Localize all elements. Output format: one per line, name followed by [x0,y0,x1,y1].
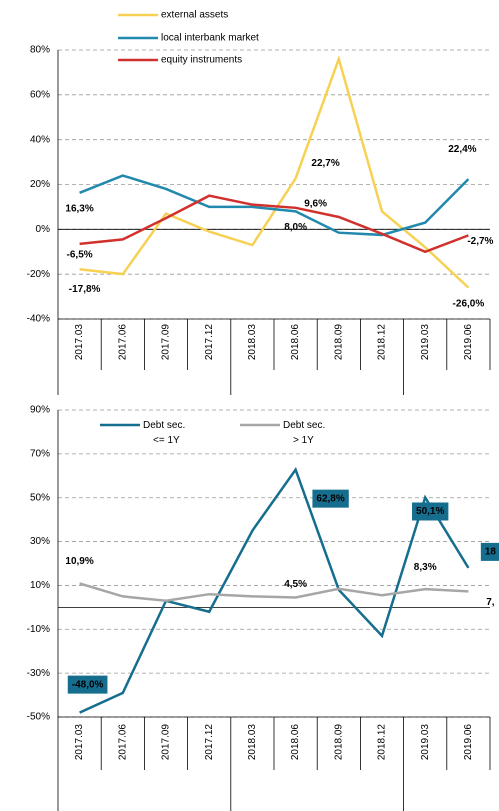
data-label: 8,0% [284,222,307,233]
legend-label: Debt sec. > 1Y [283,420,325,446]
data-label: 7, [486,597,495,608]
x-tick-label: 2019.06 [463,724,474,761]
series-line [79,466,470,714]
data-label: -6,5% [67,250,93,261]
data-label: -2,7% [467,236,493,247]
x-tick-label: 2017.12 [204,724,215,761]
x-tick-label: 2017.06 [117,724,128,761]
data-label: 8,3% [414,562,437,573]
data-label: 22,7% [311,158,339,169]
y-tick-label: 20% [30,179,50,190]
data-label: -17,8% [69,284,101,295]
data-label: 22,4% [448,144,476,155]
series-line [79,582,469,603]
legend-label: external assets [161,10,228,21]
series-line [79,194,469,254]
y-tick-label: -10% [27,624,50,635]
data-label-box [312,489,349,508]
y-tick-label: 90% [30,405,50,416]
y-tick-label: -20% [27,269,50,280]
y-tick-label: 60% [30,89,50,100]
data-label-box [67,675,108,694]
y-tick-label: 0% [36,224,51,235]
y-tick-label: 10% [30,580,50,591]
data-label: 62,8% [316,493,344,504]
data-label: 18 [485,547,497,558]
data-label: 16,3% [65,203,93,214]
x-tick-label: 2019.06 [463,324,474,361]
x-tick-label: 2018.09 [333,324,344,361]
x-tick-label: 2018.06 [290,324,301,361]
legend-label: equity instruments [161,55,242,66]
label-background [67,675,108,694]
y-tick-label: 50% [30,492,50,503]
data-label: -48,0% [72,679,104,690]
data-label: 9,6% [304,198,327,209]
x-tick-label: 2018.03 [247,724,258,761]
data-label-box [412,502,449,521]
data-label: -26,0% [453,298,485,309]
y-tick-label: 80% [30,45,50,56]
x-tick-label: 2019.03 [420,724,431,761]
series-line [79,54,470,289]
series-line [79,174,470,237]
y-tick-label: -40% [27,314,50,325]
x-tick-label: 2019.03 [420,324,431,361]
label-background [480,542,499,561]
label-background [412,502,449,521]
x-tick-label: 2018.06 [290,724,301,761]
y-tick-label: 70% [30,448,50,459]
y-tick-label: 30% [30,536,50,547]
x-tick-label: 2017.09 [161,724,172,761]
legend-label: Debt sec. <= 1Y [143,420,185,446]
x-tick-label: 2017.09 [161,324,172,361]
x-tick-label: 2018.09 [333,724,344,761]
x-tick-label: 2018.12 [377,724,388,761]
y-tick-label: -50% [27,712,50,723]
x-tick-label: 2018.12 [377,324,388,361]
x-tick-label: 2017.06 [117,324,128,361]
data-label: 4,5% [284,579,307,590]
y-tick-label: -30% [27,668,50,679]
label-background [312,489,349,508]
x-tick-label: 2017.03 [74,724,85,761]
x-tick-label: 2017.03 [74,324,85,361]
x-tick-label: 2018.03 [247,324,258,361]
data-label: 50,1% [416,506,444,517]
legend-label: local interbank market [161,33,259,44]
data-label-box [480,542,499,561]
data-label: 10,9% [65,556,93,567]
x-tick-label: 2017.12 [204,324,215,361]
y-tick-label: 40% [30,134,50,145]
